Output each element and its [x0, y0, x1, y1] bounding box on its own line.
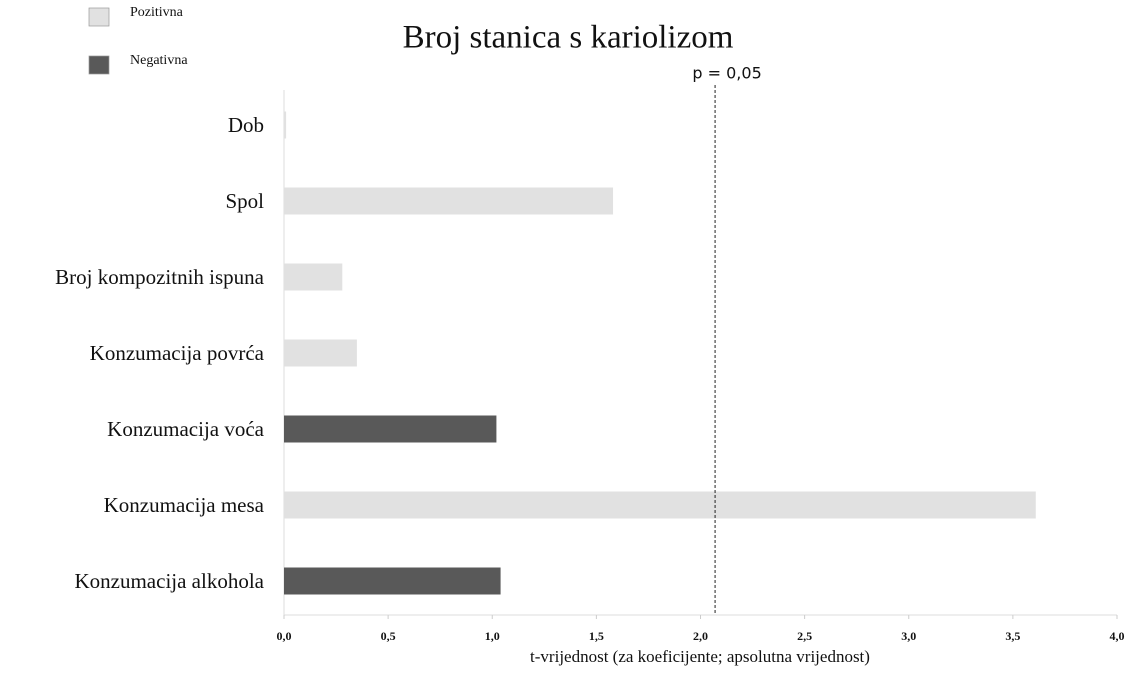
y-tick-label: Broj kompozitnih ispuna: [55, 265, 264, 289]
y-tick-label: Konzumacija mesa: [103, 493, 264, 517]
y-tick-label: Spol: [225, 189, 264, 213]
legend-label: Negativna: [130, 53, 188, 68]
x-tick-label: 4,0: [1110, 629, 1125, 643]
x-tick-label: 3,5: [1005, 629, 1020, 643]
x-tick-label: 2,0: [693, 629, 708, 643]
bar: [284, 339, 357, 367]
x-tick-label: 1,5: [589, 629, 604, 643]
bar: [284, 567, 501, 595]
legend-swatch: [88, 55, 110, 75]
chart-title: Broj stanica s kariolizom: [403, 20, 734, 56]
y-tick-label: Konzumacija povrća: [89, 341, 264, 365]
x-tick-label: 0,5: [381, 629, 396, 643]
x-tick-label: 3,0: [901, 629, 916, 643]
y-tick-label: Dob: [227, 113, 264, 137]
bar: [284, 415, 497, 443]
bar: [284, 263, 343, 291]
y-tick-label: Konzumacija voća: [107, 417, 264, 441]
legend-swatch: [88, 7, 110, 27]
y-tick-label: Konzumacija alkohola: [74, 569, 264, 593]
x-tick-label: 0,0: [277, 629, 292, 643]
x-axis-title: t-vrijednost (za koeficijente; apsolutna…: [530, 647, 870, 666]
bar: [284, 491, 1036, 519]
x-tick-label: 1,0: [485, 629, 500, 643]
bar: [284, 187, 614, 215]
legend-label: Pozitivna: [130, 5, 184, 20]
bar: [284, 111, 287, 139]
reference-label: p = 0,05: [692, 64, 761, 83]
x-tick-label: 2,5: [797, 629, 812, 643]
